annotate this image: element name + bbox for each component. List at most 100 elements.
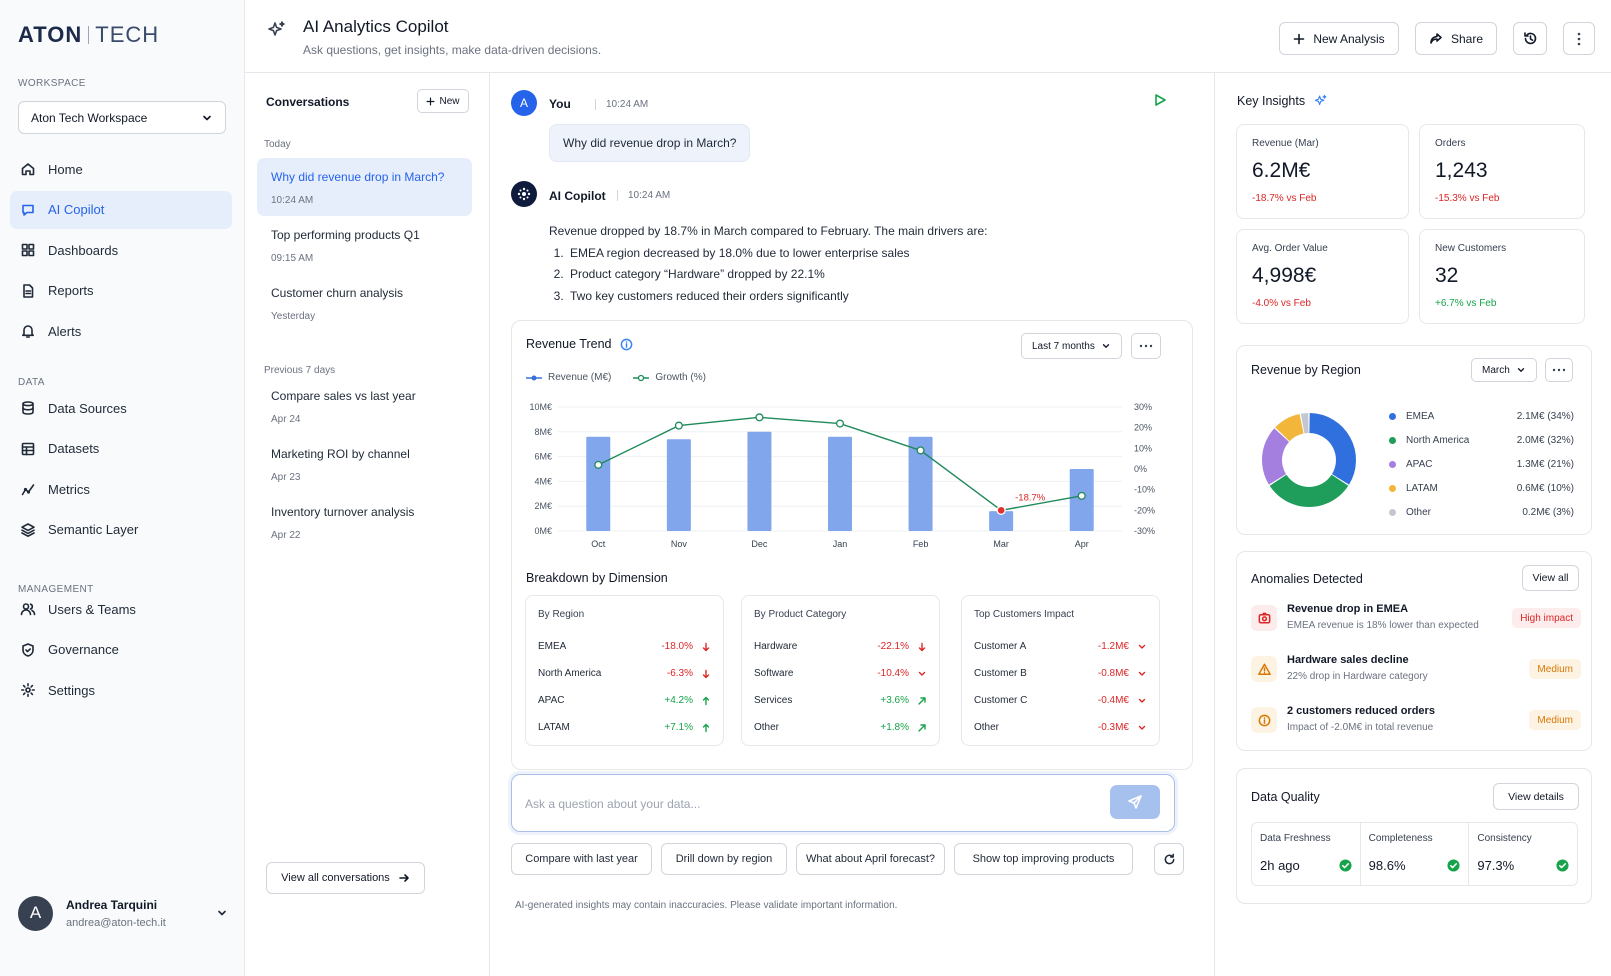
conversation-item[interactable]: Inventory turnover analysis Apr 22 [257, 493, 472, 551]
anomaly-item[interactable]: Hardware sales decline 22% drop in Hardwa… [1251, 654, 1581, 694]
kpi-card[interactable]: Revenue (Mar) 6.2M€ -18.7% vs Feb [1236, 124, 1409, 219]
growth-point[interactable] [674, 421, 683, 430]
sidebar-item-ai-copilot[interactable]: AI Copilot [10, 190, 232, 229]
suggestion-chip[interactable]: Drill down by region [661, 843, 787, 875]
brand-logo[interactable]: ATON TECH [18, 22, 159, 48]
revenue-by-region-card: Revenue by Region March EMEA 2.1M€ (34%) N… [1236, 345, 1592, 535]
suggestion-chip[interactable]: Show top improving products [954, 843, 1133, 875]
share-button[interactable]: Share [1415, 22, 1497, 55]
kpi-card[interactable]: New Customers 32 +6.7% vs Feb [1419, 229, 1585, 324]
sidebar-item-metrics[interactable]: Metrics [10, 470, 232, 508]
sidebar-item-settings[interactable]: Settings [10, 671, 232, 709]
workspace-select[interactable]: Aton Tech Workspace [18, 101, 226, 134]
breakdown-row[interactable]: EMEA -18.0% [538, 633, 711, 660]
breakdown-row[interactable]: Services +3.6% [754, 687, 927, 714]
more-options-button[interactable] [1563, 22, 1595, 55]
kpi-card[interactable]: Orders 1,243 -15.3% vs Feb [1419, 124, 1585, 219]
growth-point[interactable] [916, 446, 925, 455]
more-horizontal-icon [1552, 368, 1566, 372]
chevron-down-icon[interactable] [216, 907, 228, 919]
donut-slice[interactable] [1275, 413, 1304, 442]
x-tick: Dec [751, 539, 768, 549]
chart-more-button[interactable] [1131, 333, 1161, 359]
revenue-bar[interactable] [908, 436, 933, 531]
growth-point[interactable] [1077, 491, 1086, 500]
kpi-value: 32 [1435, 264, 1459, 287]
info-icon[interactable] [620, 338, 633, 351]
growth-point[interactable] [755, 413, 764, 422]
view-all-anomalies-button[interactable]: View all [1522, 565, 1579, 591]
breakdown-row[interactable]: Customer B -0.8M€ [974, 660, 1147, 687]
breakdown-row[interactable]: Hardware -22.1% [754, 633, 927, 660]
view-details-button[interactable]: View details [1493, 783, 1579, 810]
new-analysis-button[interactable]: New Analysis [1279, 22, 1399, 55]
sidebar-item-home[interactable]: Home [10, 150, 232, 188]
legend-revenue-marker [526, 375, 542, 380]
revenue-bar[interactable] [666, 439, 691, 531]
document-icon [23, 283, 34, 298]
donut-slice[interactable] [1262, 428, 1290, 485]
play-icon[interactable] [1153, 93, 1167, 107]
region-month-select[interactable]: March [1471, 358, 1537, 382]
sidebar-item-users-teams[interactable]: Users & Teams [10, 590, 232, 628]
conversation-title: Inventory turnover analysis [271, 505, 415, 519]
breakdown-row[interactable]: Other +1.8% [754, 714, 927, 741]
breakdown-row[interactable]: Other -0.3M€ [974, 714, 1147, 741]
donut-slice[interactable] [1309, 413, 1356, 485]
sidebar-item-semantic-layer[interactable]: Semantic Layer [10, 511, 232, 549]
breakdown-row[interactable]: LATAM +7.1% [538, 714, 711, 741]
revenue-bar[interactable] [586, 436, 611, 531]
anomaly-item[interactable]: Revenue drop in EMEA EMEA revenue is 18% … [1251, 603, 1581, 643]
chart-title: Revenue Trend [526, 337, 612, 351]
suggestion-chip[interactable]: What about April forecast? [796, 843, 945, 875]
sidebar-item-alerts[interactable]: Alerts [10, 312, 232, 350]
history-button[interactable] [1513, 22, 1547, 55]
suggestion-chip[interactable]: Compare with last year [511, 843, 652, 875]
conversation-item[interactable]: Customer churn analysis Yesterday [257, 274, 472, 332]
region-more-button[interactable] [1545, 358, 1573, 382]
breakdown-row[interactable]: APAC +4.2% [538, 687, 711, 714]
growth-point[interactable] [594, 460, 603, 469]
legend-revenue[interactable]: Revenue (M€) [526, 372, 611, 383]
conversation-item[interactable]: Marketing ROI by channel Apr 23 [257, 435, 472, 493]
revenue-bar[interactable] [828, 436, 852, 531]
range-select[interactable]: Last 7 months [1021, 333, 1122, 359]
legend-growth[interactable]: Growth (%) [633, 372, 706, 383]
donut-slice[interactable] [1300, 413, 1309, 434]
region-legend-row[interactable]: APAC 1.3M€ (21%) [1389, 457, 1574, 471]
sidebar-item-reports[interactable]: Reports [10, 272, 232, 310]
growth-point[interactable] [996, 505, 1006, 515]
sidebar-item-datasets[interactable]: Datasets [10, 430, 232, 468]
view-all-conversations-button[interactable]: View all conversations [266, 862, 425, 894]
breakdown-row[interactable]: Customer C -0.4M€ [974, 687, 1147, 714]
sidebar-item-governance[interactable]: Governance [10, 631, 232, 669]
breakdown-row[interactable]: Software -10.4% [754, 660, 927, 687]
revenue-bar[interactable] [989, 511, 1014, 531]
user-profile[interactable]: A Andrea Tarquini andrea@aton-tech.it [18, 893, 228, 933]
region-legend-row[interactable]: North America 2.0M€ (32%) [1389, 433, 1574, 447]
region-month-value: March [1482, 364, 1510, 376]
revenue-bar[interactable] [747, 431, 772, 531]
donut-slice[interactable] [1269, 474, 1349, 507]
question-input[interactable] [525, 793, 1085, 815]
anomaly-item[interactable]: 2 customers reduced orders Impact of -2.0… [1251, 705, 1581, 745]
sidebar-item-dashboards[interactable]: Dashboards [10, 231, 232, 269]
send-button[interactable] [1110, 785, 1160, 819]
new-conversation-button[interactable]: New [417, 89, 469, 113]
region-legend-row[interactable]: EMEA 2.1M€ (34%) [1389, 409, 1574, 423]
sidebar-item-label: Datasets [48, 441, 100, 456]
region-legend-row[interactable]: Other 0.2M€ (3%) [1389, 505, 1574, 519]
conversation-item[interactable]: Top performing products Q1 09:15 AM [257, 216, 472, 274]
kpi-card[interactable]: Avg. Order Value 4,998€ -4.0% vs Feb [1236, 229, 1409, 324]
breakdown-row[interactable]: North America -6.3% [538, 660, 711, 687]
refresh-suggestions-button[interactable] [1154, 843, 1184, 875]
revenue-bar[interactable] [1069, 469, 1094, 531]
region-legend-row[interactable]: LATAM 0.6M€ (10%) [1389, 481, 1574, 495]
group-label-previous: Previous 7 days [264, 365, 336, 376]
sidebar-item-data-sources[interactable]: Data Sources [10, 389, 232, 427]
conversation-item[interactable]: Compare sales vs last year Apr 24 [257, 377, 472, 435]
growth-point[interactable] [835, 419, 845, 428]
conversation-item[interactable]: Why did revenue drop in March? 10:24 AM [257, 158, 472, 216]
breakdown-row[interactable]: Customer A -1.2M€ [974, 633, 1147, 660]
